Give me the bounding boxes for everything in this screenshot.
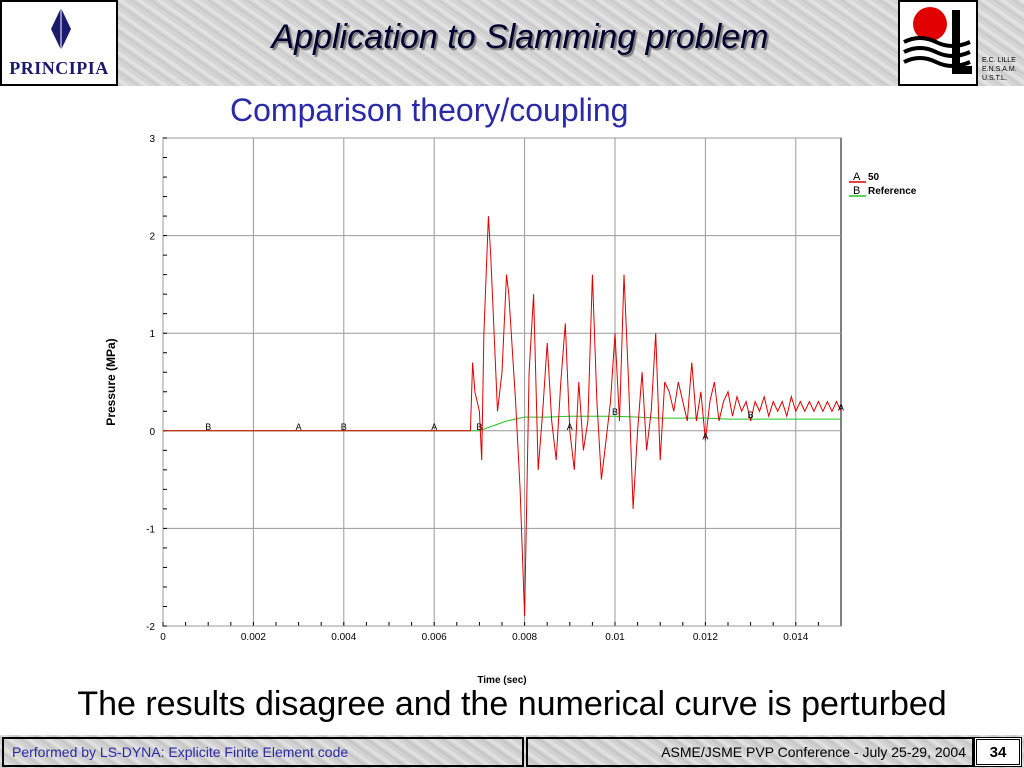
legend-marker-A: A — [853, 171, 861, 183]
school-emblem-icon — [903, 7, 972, 74]
series-marker-A: A — [431, 422, 437, 432]
principia-logo: PRINCIPIA — [0, 0, 118, 86]
slide-title: Application to Slamming problem — [271, 18, 769, 56]
y-tick-label: -2 — [146, 622, 155, 633]
series-marker-A: A — [296, 422, 302, 432]
series-marker-B: B — [341, 422, 347, 432]
x-tick-label: 0.014 — [783, 632, 808, 643]
legend-label-B: Reference — [868, 186, 917, 197]
y-tick-label: -1 — [146, 524, 155, 535]
y-tick-label: 2 — [149, 232, 155, 243]
series-marker-B: B — [612, 407, 618, 417]
series-line-B — [163, 415, 841, 432]
series-marker-A: A — [838, 402, 844, 412]
legend-label-A: 50 — [868, 172, 880, 183]
principia-diamond-icon — [51, 8, 71, 50]
footer-left-text: Performed by LS-DYNA: Explicite Finite E… — [12, 744, 349, 760]
school-names: E.C. LILLE E.N.S.A.M. U.S.T.L. — [982, 56, 1024, 83]
footer-band — [0, 735, 1024, 768]
x-tick-label: 0.006 — [422, 632, 447, 643]
x-tick-label: 0.004 — [331, 632, 356, 643]
y-tick-label: 0 — [149, 427, 155, 438]
footer-right: ASME/JSME PVP Conference - July 25-29, 2… — [526, 737, 974, 767]
plot-frame — [162, 137, 842, 627]
school-line-2: E.N.S.A.M. — [982, 66, 1017, 73]
x-tick-label: 0.002 — [241, 632, 266, 643]
x-tick-label: 0 — [160, 632, 166, 643]
series-marker-A: A — [567, 422, 573, 432]
legend-marker-B: B — [853, 185, 860, 197]
school-line-1: E.C. LILLE — [982, 57, 1016, 64]
x-tick-label: 0.01 — [605, 632, 625, 643]
y-tick-label: 3 — [149, 134, 155, 145]
y-tick-label: 1 — [149, 329, 155, 340]
header-band — [0, 0, 1024, 86]
x-tick-label: 0.012 — [693, 632, 718, 643]
y-axis-label: Pressure (MPa) — [104, 338, 118, 425]
footer-right-text: ASME/JSME PVP Conference - July 25-29, 2… — [661, 744, 966, 760]
caption-text: The results disagree and the numerical c… — [77, 685, 947, 723]
series-marker-B: B — [748, 410, 754, 420]
series-marker-B: B — [476, 422, 482, 432]
lille-school-logo — [898, 0, 978, 86]
x-tick-label: 0.008 — [512, 632, 537, 643]
school-line-3: U.S.T.L. — [982, 75, 1007, 82]
footer-left: Performed by LS-DYNA: Explicite Finite E… — [2, 737, 524, 767]
series-line-A — [163, 216, 842, 617]
page-number: 34 — [974, 737, 1022, 767]
series-marker-B: B — [205, 422, 211, 432]
x-axis-label: Time (sec) — [477, 675, 526, 686]
series-marker-A: A — [702, 432, 708, 442]
principia-logo-text: PRINCIPIA — [9, 58, 109, 78]
slide-subtitle: Comparison theory/coupling — [230, 92, 629, 128]
pressure-chart: 0 0.002 0.004 0.006 0.008 0.01 0.012 0.014 -2 -1 0… — [104, 134, 917, 686]
